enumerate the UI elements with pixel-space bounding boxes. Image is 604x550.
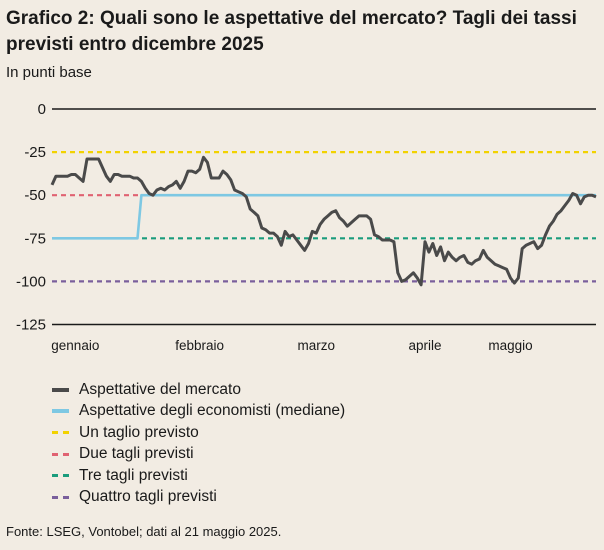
legend-item-three-cuts: Tre tagli previsti [52, 465, 592, 487]
legend-item-four-cuts: Quattro tagli previsti [52, 487, 592, 509]
legend-swatch [52, 452, 69, 456]
chart-title: Grafico 2: Quali sono le aspettative del… [6, 8, 577, 55]
legend-item-market: Aspettative del mercato [52, 379, 592, 401]
x-tick-label: gennaio [51, 338, 99, 353]
legend-item-two-cuts: Due tagli previsti [52, 444, 592, 466]
chart-subtitle: In punti base [6, 64, 92, 81]
legend-label: Aspettative del mercato [79, 380, 241, 398]
legend-label: Tre tagli previsti [79, 466, 188, 484]
legend-swatch [52, 409, 69, 414]
legend-label: Aspettative degli economisti (mediane) [79, 402, 346, 420]
legend-swatch [52, 495, 69, 499]
legend-item-one-cut: Un taglio previsto [52, 422, 592, 444]
legend-swatch [52, 474, 69, 478]
legend-swatch [52, 387, 69, 392]
reference-lines [52, 151, 596, 283]
economists-expectations-line [52, 193, 596, 240]
legend-label: Due tagli previsti [79, 445, 194, 463]
y-tick-label: -125 [16, 317, 46, 334]
axes [52, 108, 596, 326]
legend-item-economists: Aspettative degli economisti (mediane) [52, 401, 592, 423]
x-tick-label: marzo [297, 338, 335, 353]
x-axis-ticks: gennaio febbraio marzo aprile maggio [51, 338, 532, 353]
legend: Aspettative del mercato Aspettative degl… [52, 379, 592, 508]
legend-label: Quattro tagli previsti [79, 488, 217, 506]
legend-swatch [52, 431, 69, 435]
y-tick-label: 0 [38, 101, 46, 118]
series-lines [50, 155, 597, 287]
line-chart: 0 -25 -50 -75 -100 -125 gennaio febbraio marzo a… [16, 101, 597, 353]
y-axis-ticks: 0 -25 -50 -75 -100 -125 [16, 101, 46, 334]
x-tick-label: febbraio [175, 338, 224, 353]
y-tick-label: -50 [24, 187, 46, 204]
legend-label: Un taglio previsto [79, 423, 199, 441]
source-note: Fonte: LSEG, Vontobel; dati al 21 maggio… [6, 524, 282, 539]
market-expectations-line [50, 155, 597, 287]
x-tick-label: maggio [488, 338, 532, 353]
y-tick-label: -100 [16, 273, 46, 290]
y-tick-label: -75 [24, 230, 46, 247]
x-tick-label: aprile [409, 338, 442, 353]
y-tick-label: -25 [24, 144, 46, 161]
